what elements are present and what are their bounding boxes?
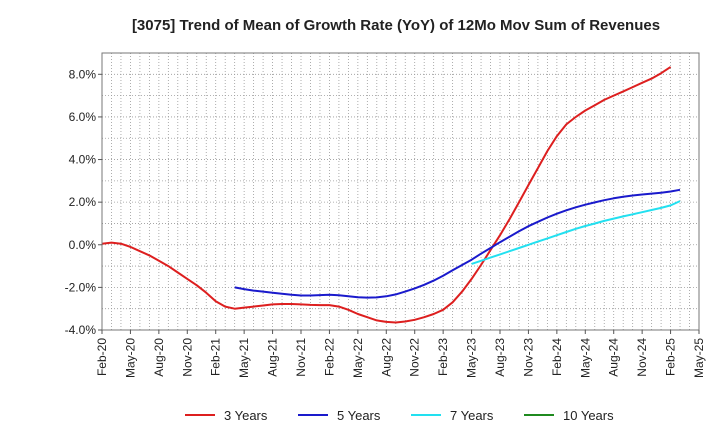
x-tick-label: May-22 bbox=[351, 338, 365, 378]
y-tick-label: 6.0% bbox=[69, 110, 97, 124]
grid bbox=[102, 53, 699, 330]
legend: 3 Years 5 Years 7 Years 10 Years bbox=[185, 408, 614, 423]
y-tick-label: -2.0% bbox=[65, 280, 97, 294]
y-tick-label: -4.0% bbox=[65, 323, 97, 337]
y-tick-label: 2.0% bbox=[69, 195, 97, 209]
series-line-5-years bbox=[234, 188, 681, 299]
x-tick-label: Feb-20 bbox=[95, 338, 109, 376]
x-tick-label: Aug-23 bbox=[493, 338, 507, 377]
legend-label: 10 Years bbox=[563, 408, 614, 423]
x-tick-label: Nov-21 bbox=[294, 338, 308, 377]
x-tick-label: Nov-20 bbox=[180, 338, 194, 377]
x-tick-label: May-23 bbox=[465, 338, 479, 378]
x-tick-label: May-20 bbox=[123, 338, 137, 378]
x-tick-label: May-25 bbox=[692, 338, 706, 378]
x-tick-label: May-21 bbox=[237, 338, 251, 378]
x-axis: Feb-20 May-20 Aug-20 Nov-20 Feb-21 May-21 Aug-… bbox=[95, 330, 706, 378]
x-tick-label: Nov-22 bbox=[408, 338, 422, 377]
x-tick-label: Nov-24 bbox=[635, 338, 649, 377]
x-tick-label: Aug-20 bbox=[152, 338, 166, 377]
x-tick-label: Feb-25 bbox=[664, 338, 678, 376]
y-tick-label: 0.0% bbox=[69, 238, 97, 252]
x-tick-label: Aug-21 bbox=[266, 338, 280, 377]
y-tick-label: 4.0% bbox=[69, 153, 97, 167]
x-tick-label: Aug-22 bbox=[379, 338, 393, 377]
series-line-3-years bbox=[101, 66, 672, 324]
x-tick-label: Feb-23 bbox=[436, 338, 450, 376]
chart-title: [3075] Trend of Mean of Growth Rate (YoY… bbox=[132, 17, 660, 34]
y-axis: -4.0% -2.0% 0.0% 2.0% 4.0% 6.0% 8.0% bbox=[65, 67, 102, 337]
plot-area bbox=[101, 52, 700, 331]
x-tick-label: Aug-24 bbox=[607, 338, 621, 377]
series-group bbox=[101, 66, 681, 324]
x-tick-label: Feb-24 bbox=[550, 338, 564, 376]
x-tick-label: Nov-23 bbox=[521, 338, 535, 377]
legend-label: 7 Years bbox=[450, 408, 494, 423]
x-tick-label: Feb-21 bbox=[209, 338, 223, 376]
legend-label: 3 Years bbox=[224, 408, 268, 423]
legend-label: 5 Years bbox=[337, 408, 381, 423]
y-tick-label: 8.0% bbox=[69, 67, 97, 81]
series-line-7-years bbox=[471, 200, 681, 265]
x-tick-label: May-24 bbox=[578, 338, 592, 378]
x-tick-label: Feb-22 bbox=[322, 338, 336, 376]
